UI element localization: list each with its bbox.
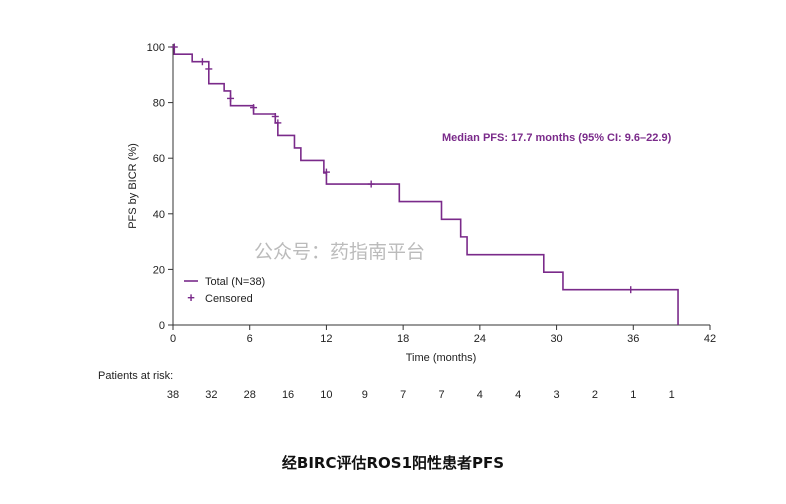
x-tick-label: 42 <box>704 333 716 345</box>
y-tick-label: 60 <box>153 153 165 165</box>
y-tick-label: 0 <box>159 320 165 332</box>
legend: Total (N=38) + Censored <box>184 276 265 305</box>
x-tick-label: 0 <box>170 333 176 345</box>
axes <box>172 44 710 326</box>
km-curve-total <box>173 46 679 325</box>
risk-count: 1 <box>630 389 636 401</box>
risk-count: 4 <box>515 389 521 401</box>
risk-count: 1 <box>669 389 675 401</box>
y-tick-label: 20 <box>153 264 165 276</box>
y-axis-title: PFS by BICR (%) <box>127 143 139 229</box>
x-tick-label: 30 <box>550 333 562 345</box>
risk-count: 28 <box>244 389 256 401</box>
censor-mark <box>170 43 178 51</box>
legend-entry-censored: Censored <box>205 293 253 305</box>
censor-mark <box>198 58 206 66</box>
risk-count: 9 <box>362 389 368 401</box>
risk-table-label: Patients at risk: <box>98 370 173 382</box>
y-tick-label: 40 <box>153 209 165 221</box>
censor-mark <box>627 286 635 294</box>
risk-count: 16 <box>282 389 294 401</box>
x-axis-title: Time (months) <box>406 352 477 364</box>
censor-mark <box>322 168 330 176</box>
censor-mark <box>367 180 375 188</box>
censor-marks <box>170 43 635 294</box>
x-ticks: 0 6 12 18 24 30 36 42 <box>170 325 716 345</box>
y-tick-label: 100 <box>147 42 165 54</box>
x-tick-label: 18 <box>397 333 409 345</box>
censor-mark <box>271 113 279 120</box>
legend-entry-total: Total (N=38) <box>205 276 265 288</box>
x-tick-label: 12 <box>320 333 332 345</box>
censor-mark <box>250 104 258 112</box>
y-ticks: 0 20 40 60 80 100 <box>147 42 173 332</box>
x-tick-label: 36 <box>627 333 639 345</box>
censor-mark <box>205 65 213 73</box>
x-tick-label: 6 <box>247 333 253 345</box>
risk-count: 7 <box>438 389 444 401</box>
risk-count: 2 <box>592 389 598 401</box>
risk-count: 4 <box>477 389 483 401</box>
median-pfs-annotation: Median PFS: 17.7 months (95% CI: 9.6–22.… <box>442 132 672 144</box>
censor-mark <box>227 94 235 102</box>
watermark-text: 公众号：药指南平台 <box>254 241 425 263</box>
censor-mark <box>274 119 282 127</box>
x-tick-label: 24 <box>474 333 486 345</box>
risk-count: 3 <box>554 389 560 401</box>
risk-table-counts: 38 32 28 16 10 9 7 7 4 4 3 2 1 1 <box>167 389 675 401</box>
risk-count: 38 <box>167 389 179 401</box>
legend-censored-swatch: + <box>187 290 195 305</box>
risk-count: 32 <box>205 389 217 401</box>
risk-count: 7 <box>400 389 406 401</box>
risk-count: 10 <box>320 389 332 401</box>
y-tick-label: 80 <box>153 98 165 110</box>
figure-caption: 经BIRC评估ROS1阳性患者PFS <box>281 454 505 472</box>
